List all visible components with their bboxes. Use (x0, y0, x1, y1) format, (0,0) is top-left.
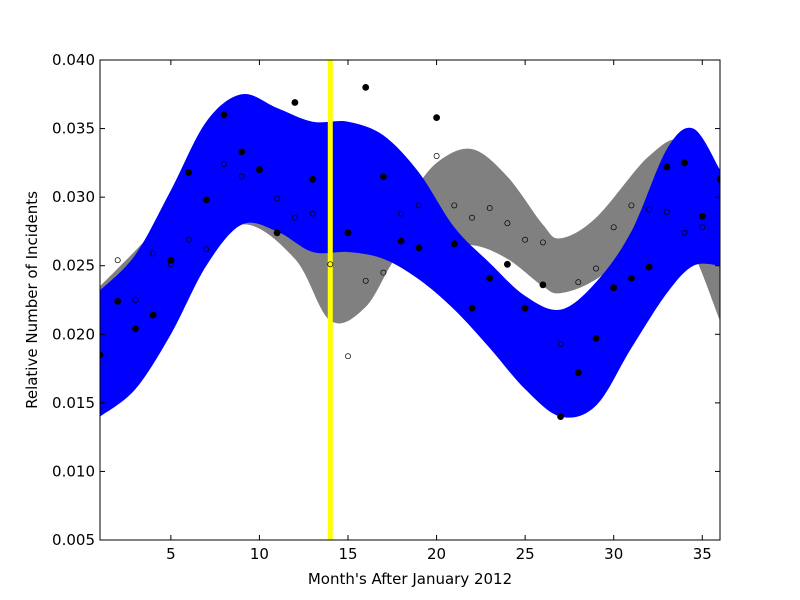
data-point-filled (433, 114, 441, 121)
data-point-open (203, 246, 210, 253)
data-point-filled (100, 351, 104, 359)
data-point-open (557, 340, 564, 347)
data-point-filled (450, 240, 458, 248)
data-point-open (469, 214, 475, 221)
data-point-open (681, 229, 688, 236)
data-point-filled (486, 274, 494, 282)
data-point-open (274, 195, 281, 202)
data-point-open (610, 224, 617, 231)
data-point-open (327, 261, 334, 268)
data-point-filled (149, 311, 157, 319)
data-point-open (398, 210, 405, 217)
y-tick-label: 0.005 (52, 531, 95, 549)
y-tick-label: 0.035 (52, 120, 95, 138)
data-point-open (291, 214, 298, 221)
x-tick-label: 25 (516, 545, 535, 563)
y-tick-label: 0.020 (52, 325, 95, 343)
data-point-open (628, 202, 635, 209)
data-point-filled (397, 237, 405, 245)
data-point-filled (557, 413, 564, 421)
data-point-open (362, 277, 369, 284)
data-point-open (593, 265, 599, 272)
data-point-filled (610, 284, 618, 292)
data-point-filled (344, 229, 352, 237)
data-point-open (486, 205, 493, 212)
data-point-open (221, 161, 227, 168)
data-point-filled (291, 99, 299, 106)
y-tick-label: 0.040 (52, 51, 95, 69)
data-point-open (433, 153, 440, 159)
data-point-filled (309, 175, 317, 183)
data-point-filled (521, 304, 529, 312)
data-point-filled (202, 196, 210, 204)
data-point-open (114, 257, 121, 264)
data-point-filled (379, 173, 387, 181)
data-point-filled (592, 334, 600, 342)
data-point-filled (185, 169, 193, 176)
data-point-open (699, 224, 706, 231)
data-point-open (646, 206, 653, 213)
y-axis-ticks: 0.005 0.010 0.015 0.020 0.025 0.030 0.035 0.040 (52, 51, 720, 549)
data-point-open (167, 261, 174, 268)
x-tick-label: 5 (166, 545, 176, 563)
x-tick-label: 20 (427, 545, 446, 563)
data-point-filled (238, 148, 246, 156)
y-axis-label: Relative Number of Incidents (23, 191, 41, 409)
data-point-open (132, 297, 139, 303)
data-point-filled (468, 304, 476, 312)
x-axis-ticks: 5 10 15 20 25 30 35 (166, 60, 712, 563)
data-point-filled (716, 175, 720, 183)
data-point-filled (167, 256, 175, 264)
data-point-filled (698, 212, 706, 220)
data-point-filled (628, 274, 635, 282)
data-point-filled (131, 325, 139, 333)
data-point-filled (255, 166, 263, 174)
y-tick-label: 0.030 (52, 188, 95, 206)
x-tick-label: 15 (338, 545, 357, 563)
x-tick-label: 10 (250, 545, 269, 563)
data-point-open (522, 236, 529, 243)
data-point-filled (663, 163, 671, 171)
y-tick-label: 0.025 (52, 257, 95, 275)
data-point-open (504, 220, 511, 227)
data-point-filled (574, 369, 582, 377)
data-point-open (451, 202, 458, 209)
data-point-filled (539, 281, 547, 289)
x-tick-label: 35 (693, 545, 712, 563)
data-point-filled (681, 159, 688, 167)
band-blue (100, 93, 720, 418)
data-point-open (415, 202, 422, 209)
plot-frame (99, 59, 721, 541)
data-point-open (575, 279, 582, 286)
data-point-open (185, 236, 192, 243)
data-point-open (663, 209, 670, 216)
y-tick-label: 0.015 (52, 394, 95, 412)
data-point-filled (415, 244, 423, 252)
data-points (100, 84, 720, 421)
x-axis-label: Month's After January 2012 (308, 570, 512, 588)
data-point-filled (114, 297, 122, 305)
data-point-open (238, 173, 245, 180)
data-point-open (539, 239, 546, 246)
data-point-open (150, 250, 157, 257)
data-point-open (380, 269, 387, 276)
data-point-filled (503, 260, 511, 268)
y-tick-label: 0.010 (52, 462, 95, 480)
data-point-filled (645, 263, 653, 271)
data-point-filled (362, 84, 370, 91)
confidence-bands (100, 93, 720, 418)
data-point-filled (273, 229, 281, 237)
data-point-open (309, 210, 316, 217)
x-tick-label: 30 (604, 545, 623, 563)
data-point-open (345, 353, 351, 360)
data-point-filled (220, 111, 228, 119)
